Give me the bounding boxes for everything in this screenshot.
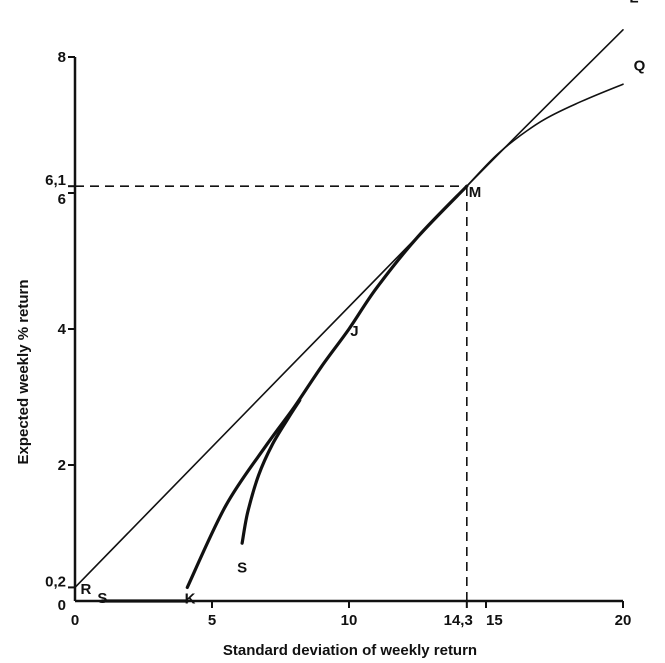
- y-ticks: 0 0,2 2 4 6 6,1 8: [45, 49, 75, 614]
- y-tick-label: 6: [58, 191, 66, 208]
- x-tick-label: 10: [341, 612, 358, 629]
- y-tick-label: 0,2: [45, 573, 66, 590]
- point-label: S: [237, 559, 247, 576]
- portfolio-curve-s-line: [240, 398, 302, 545]
- point-label: S: [97, 590, 107, 607]
- x-tick-label: 5: [208, 612, 216, 629]
- point-label: K: [185, 591, 196, 608]
- y-tick-label: 4: [58, 321, 67, 338]
- capital-market-line-line: [74, 29, 624, 589]
- y-tick-label: 0: [58, 597, 66, 614]
- x-tick-label: 14,3: [444, 612, 473, 629]
- reference-lines: [75, 185, 468, 601]
- x-axis-title: Standard deviation of weekly return: [223, 642, 477, 659]
- x-tick-label: 0: [71, 612, 79, 629]
- point-label: R: [81, 581, 92, 598]
- efficient-frontier-line: [185, 184, 469, 589]
- series-lines: [74, 29, 624, 603]
- point-label: M: [469, 184, 482, 201]
- y-tick-label: 6,1: [45, 172, 66, 189]
- y-tick-label: 2: [58, 457, 66, 474]
- efficient-frontier-upper-line: [466, 83, 624, 187]
- y-tick-label: 8: [58, 49, 66, 66]
- x-tick-label: 20: [615, 612, 632, 629]
- point-label: J: [350, 323, 358, 340]
- point-labels: RSKSJMLQ: [81, 0, 646, 608]
- point-label: L: [629, 0, 638, 7]
- x-tick-label: 15: [486, 612, 503, 629]
- y-axis-title: Expected weekly % return: [15, 279, 32, 464]
- x-ticks: 0 5 10 14,3 15 20: [71, 601, 632, 629]
- point-label: Q: [634, 58, 646, 75]
